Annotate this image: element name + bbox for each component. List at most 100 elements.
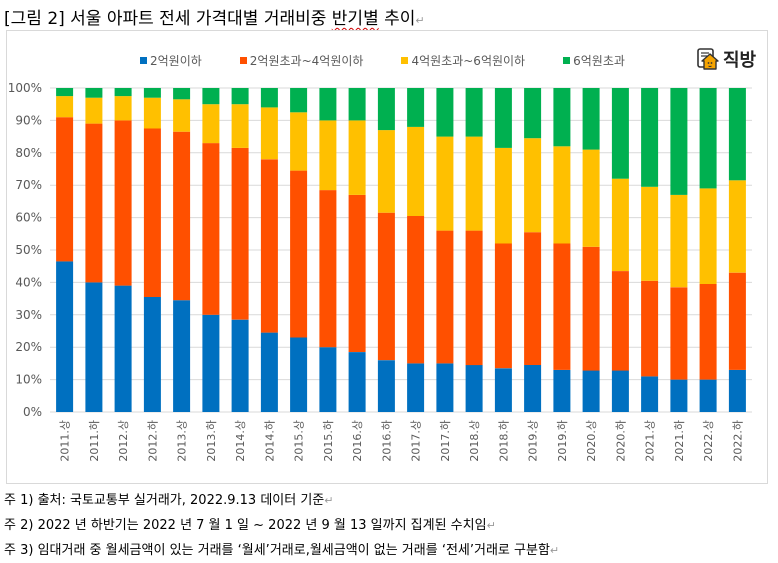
bar-stack xyxy=(319,88,337,412)
bar-segment-series-3 xyxy=(728,180,746,273)
x-tick-label: 2014.하 xyxy=(262,420,276,462)
bar-segment-series-1 xyxy=(699,379,717,412)
bar-stack xyxy=(641,88,659,412)
legend-swatch xyxy=(239,57,247,64)
bar-segment-series-1 xyxy=(290,337,308,412)
legend-label: 2억원초과~4억원이하 xyxy=(249,54,364,68)
bar-segment-series-3 xyxy=(670,194,688,288)
bar-stack xyxy=(231,88,249,412)
figure-title-tail: 추이 xyxy=(378,9,416,29)
bar-segment-series-2 xyxy=(231,147,249,320)
bar-stack xyxy=(465,88,483,412)
bar-segment-series-1 xyxy=(85,282,103,412)
bar-segment-series-2 xyxy=(728,272,746,370)
footnote-3: 주 3) 임대거래 중 월세금액이 있는 거래를 ‘월세’거래로,월세금액이 없… xyxy=(4,538,559,563)
x-tick-label: 2022.상 xyxy=(702,420,715,462)
footnote-2: 주 2) 2022 년 하반기는 2022 년 7 월 1 일 ~ 2022 년… xyxy=(4,513,559,538)
bar-segment-series-4 xyxy=(641,88,659,187)
y-tick-label: 40% xyxy=(15,275,42,289)
legend-item-2: 2억원초과~4억원이하 xyxy=(239,52,364,69)
bar-segment-series-3 xyxy=(611,178,629,271)
bar-stack xyxy=(377,88,395,412)
bar-segment-series-4 xyxy=(56,88,74,97)
bar-segment-series-2 xyxy=(290,170,308,338)
bar-segment-series-3 xyxy=(143,97,161,129)
x-tick-label: 2014.상 xyxy=(234,420,247,462)
bar-segment-series-2 xyxy=(699,284,717,380)
bar-segment-series-4 xyxy=(260,88,278,108)
bar-segment-series-3 xyxy=(56,96,74,118)
figure-title: [그림 2] 서울 아파트 전세 가격대별 거래비중 반기별 추이↵ xyxy=(4,4,425,29)
bar-segment-series-2 xyxy=(260,159,278,333)
x-tick-label: 2019.상 xyxy=(527,420,540,462)
bar-segment-series-3 xyxy=(524,138,542,233)
bar-segment-series-4 xyxy=(114,88,132,97)
bar-segment-series-1 xyxy=(319,347,337,412)
bar-segment-series-1 xyxy=(56,261,74,412)
bar-segment-series-3 xyxy=(348,120,366,195)
y-tick-label: 60% xyxy=(15,211,42,225)
bar-stack xyxy=(348,88,366,412)
bar-stack xyxy=(611,88,629,412)
y-tick-label: 20% xyxy=(15,340,42,354)
bar-segment-series-1 xyxy=(611,370,629,412)
bar-segment-series-2 xyxy=(611,271,629,371)
bar-segment-series-2 xyxy=(202,143,220,315)
bar-segment-series-4 xyxy=(553,88,571,147)
x-tick-label: 2012.상 xyxy=(117,420,130,462)
x-tick-label: 2016.상 xyxy=(351,420,364,462)
x-tick-label: 2011.하 xyxy=(87,420,101,462)
bar-segment-series-1 xyxy=(173,300,191,412)
bar-stack xyxy=(699,88,717,412)
bar-segment-series-4 xyxy=(494,88,512,148)
y-tick-label: 90% xyxy=(15,113,42,127)
legend-item-4: 6억원초과 xyxy=(563,52,625,69)
x-tick-label: 2012.하 xyxy=(145,420,159,462)
bar-segment-series-1 xyxy=(582,370,600,412)
bar-segment-series-2 xyxy=(56,117,74,262)
y-tick-label: 50% xyxy=(15,243,42,257)
bar-segment-series-3 xyxy=(85,97,103,124)
bar-stack xyxy=(290,88,308,412)
y-tick-label: 100% xyxy=(8,81,42,95)
bar-stack xyxy=(173,88,191,412)
bar-segment-series-2 xyxy=(319,190,337,348)
bar-segment-series-2 xyxy=(494,243,512,369)
bar-segment-series-3 xyxy=(319,120,337,191)
x-tick-label: 2018.상 xyxy=(468,420,481,462)
x-tick-label: 2021.상 xyxy=(644,420,657,462)
bar-segment-series-1 xyxy=(465,365,483,412)
bar-segment-series-4 xyxy=(524,88,542,139)
bar-segment-series-4 xyxy=(699,88,717,189)
bar-segment-series-3 xyxy=(465,136,483,231)
bar-segment-series-2 xyxy=(641,280,659,377)
bar-segment-series-1 xyxy=(524,365,542,412)
bar-segment-series-1 xyxy=(114,285,132,412)
bar-segment-series-2 xyxy=(143,128,161,297)
bar-segment-series-2 xyxy=(465,230,483,366)
logo-text: 직방 xyxy=(723,50,757,71)
x-tick-label: 2011.상 xyxy=(59,420,72,462)
legend-item-3: 4억원초과~6억원이하 xyxy=(401,52,525,69)
x-tick-label: 2018.하 xyxy=(496,420,510,462)
bar-segment-series-4 xyxy=(377,88,395,131)
bar-segment-series-4 xyxy=(728,88,746,181)
x-tick-label: 2015.상 xyxy=(293,420,306,462)
legend-swatch xyxy=(401,57,409,64)
legend-swatch xyxy=(563,57,571,64)
x-tick-label: 2022.하 xyxy=(730,420,744,462)
paragraph-mark: ↵ xyxy=(415,14,425,27)
paragraph-mark: ↵ xyxy=(324,494,334,507)
bar-segment-series-4 xyxy=(611,88,629,179)
legend-label: 4억원초과~6억원이하 xyxy=(411,54,526,68)
bar-segment-series-1 xyxy=(348,352,366,412)
figure-title-text: [그림 2] 서울 아파트 전세 가격대별 거래비중 xyxy=(4,9,327,29)
bar-segment-series-4 xyxy=(202,88,220,105)
legend-item-1: 2억원이하 xyxy=(140,52,202,69)
bar-segment-series-1 xyxy=(231,319,249,412)
bar-stack xyxy=(407,88,425,412)
bar-segment-series-2 xyxy=(85,123,103,283)
x-tick-label: 2013.상 xyxy=(176,420,189,462)
legend-label: 2억원이하 xyxy=(150,54,202,68)
bar-segment-series-1 xyxy=(641,376,659,412)
